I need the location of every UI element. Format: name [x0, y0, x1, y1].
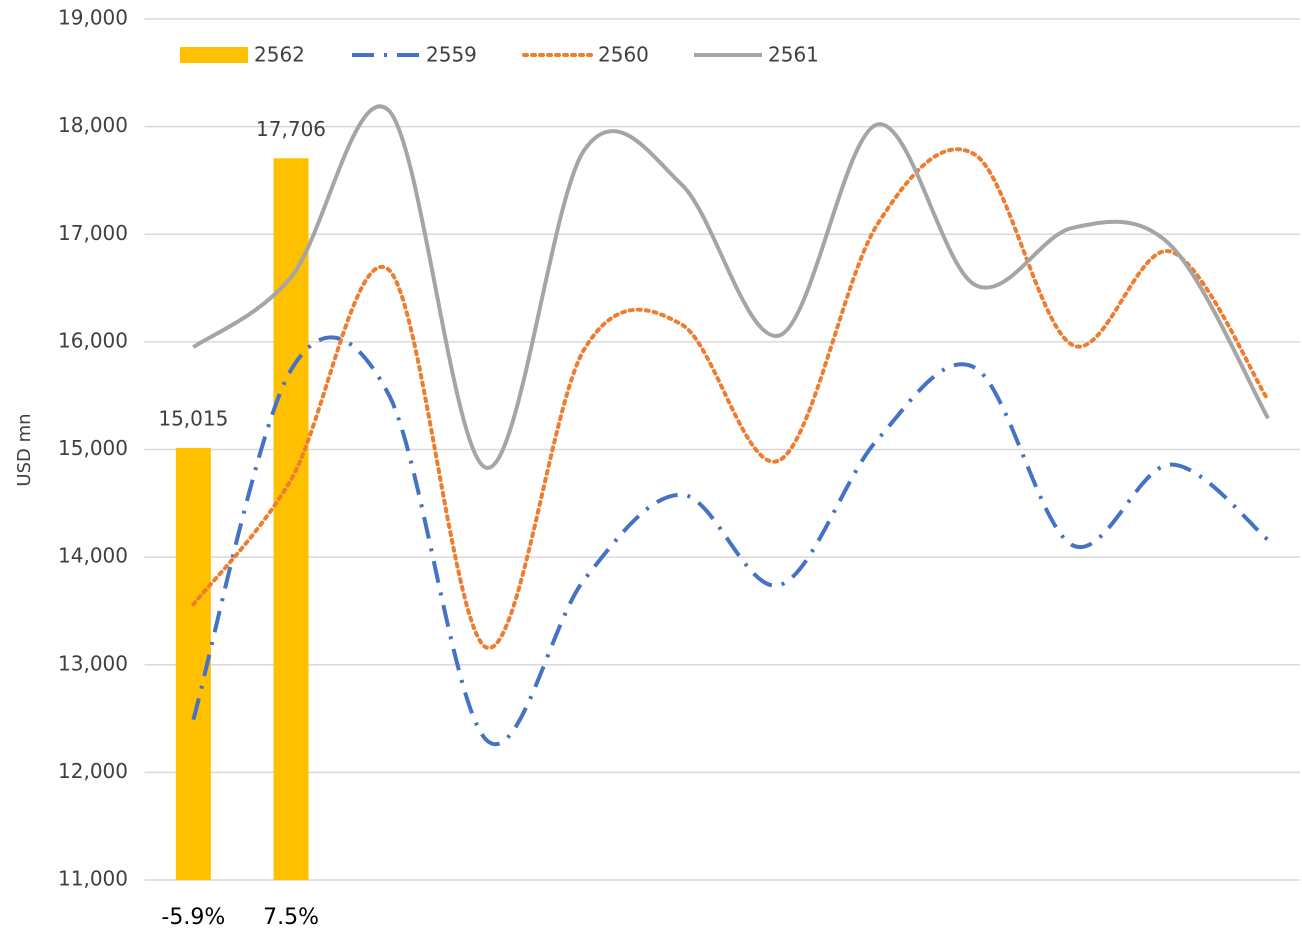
data-label: 15,015: [158, 406, 228, 430]
legend-swatch: [180, 47, 248, 63]
y-tick-label: 15,000: [58, 436, 128, 460]
y-tick-label: 14,000: [58, 544, 128, 568]
y-tick-label: 16,000: [58, 328, 128, 352]
x-tick-label: 7.5%: [263, 905, 319, 930]
y-tick-label: 11,000: [58, 867, 128, 891]
y-tick-label: 17,000: [58, 221, 128, 245]
data-label: 17,706: [256, 117, 326, 141]
bar: [175, 447, 211, 880]
legend-label: 2560: [598, 43, 649, 67]
line-series: [192, 104, 1270, 470]
line-series: [191, 147, 1271, 650]
y-tick-label: 19,000: [58, 6, 128, 30]
y-tick-label: 18,000: [58, 113, 128, 137]
legend-label: 2562: [254, 43, 305, 67]
line-series: [191, 335, 1270, 746]
y-tick-label: 13,000: [58, 651, 128, 675]
bar: [273, 158, 309, 881]
y-tick-label: 12,000: [58, 759, 128, 783]
legend-label: 2559: [426, 43, 477, 67]
y-axis-label: USD mn: [14, 413, 35, 486]
legend-label: 2561: [768, 43, 819, 67]
x-tick-label: -5.9%: [161, 905, 225, 930]
